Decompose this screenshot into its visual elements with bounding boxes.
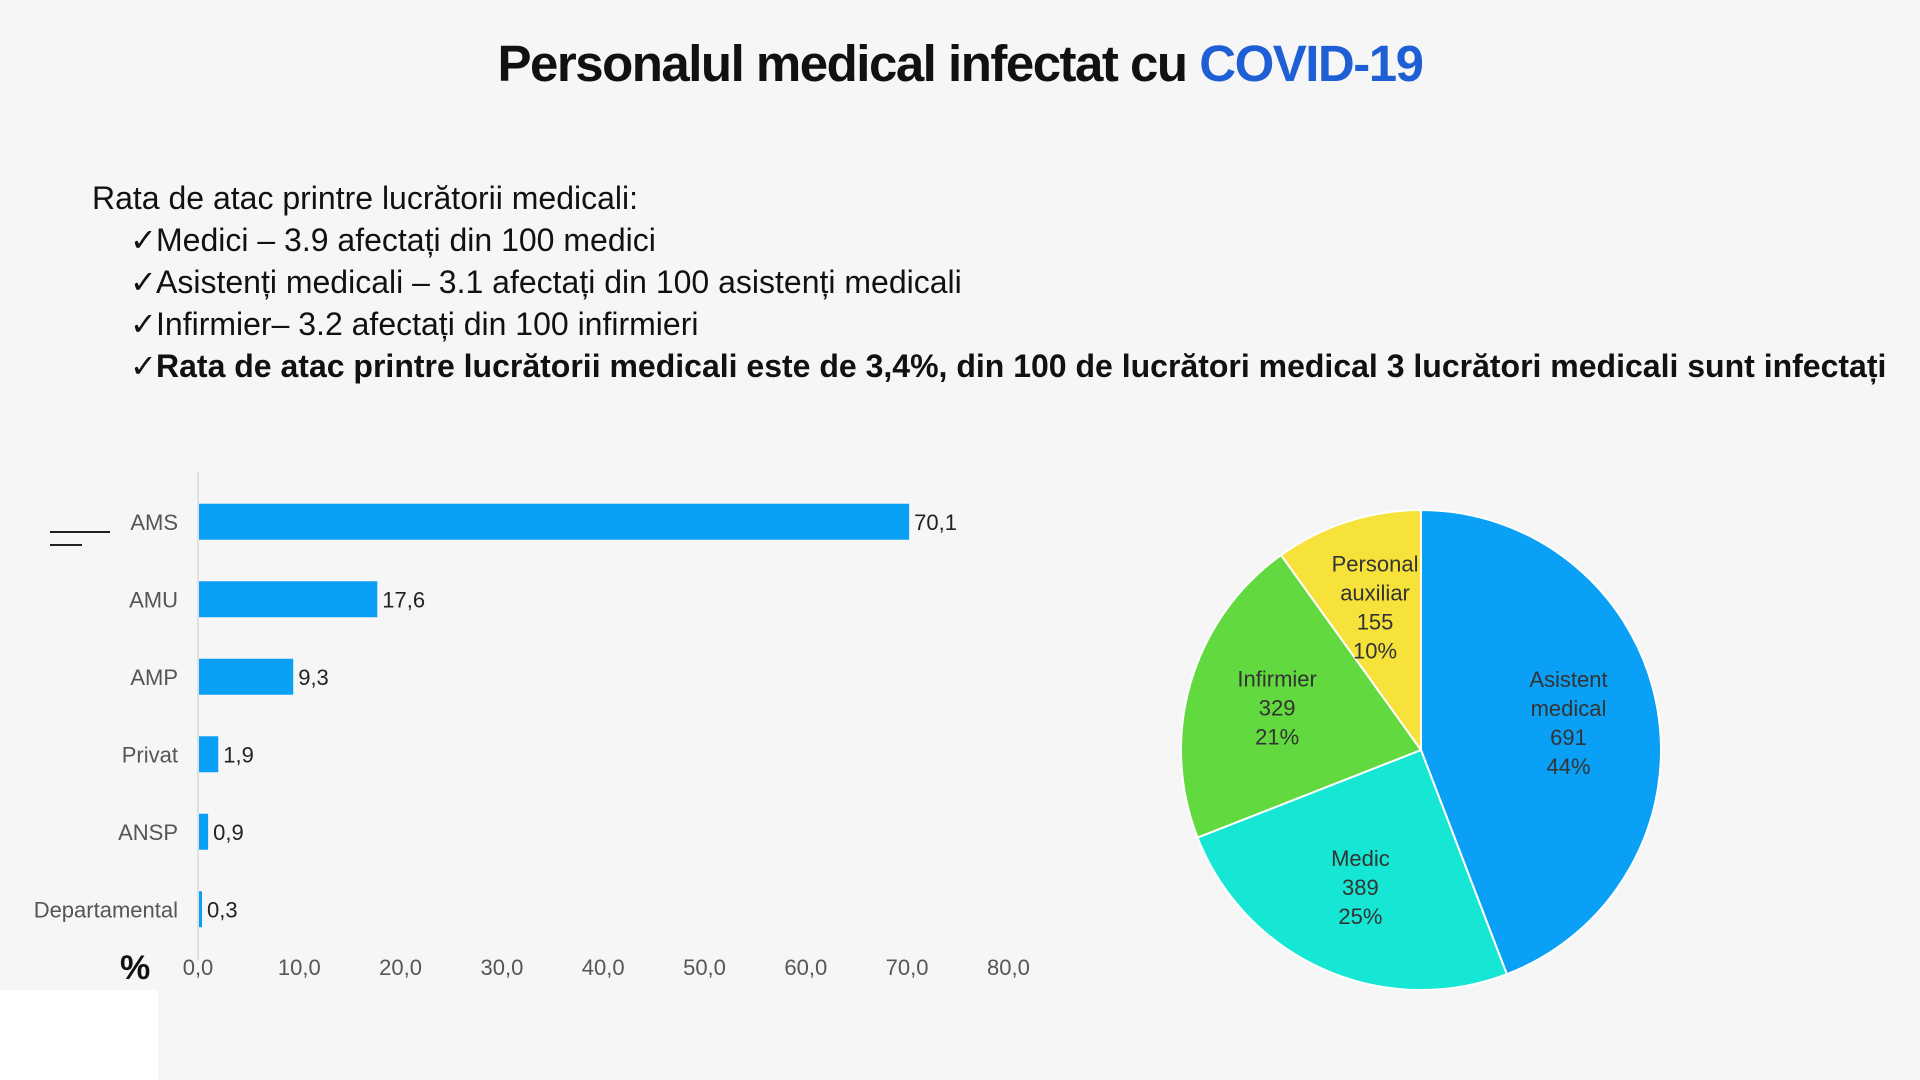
value-label-departamental: 0,3 <box>207 897 238 922</box>
pie-percent-asistent-medical: 44% <box>1546 754 1590 779</box>
pie-percent-medic: 25% <box>1338 904 1382 929</box>
pie-count-infirmier: 329 <box>1259 696 1296 721</box>
bar-amp <box>199 658 294 695</box>
value-label-amu: 17,6 <box>382 587 425 612</box>
pie-label-personal-auxiliar: auxiliar <box>1340 581 1410 606</box>
bar-departamental <box>199 891 203 928</box>
pie-slice-asistent-medical <box>1420 508 1662 976</box>
value-label-privat: 1,9 <box>223 742 254 767</box>
category-label-privat: Privat <box>122 742 178 767</box>
x-tick-label: 50,0 <box>683 955 726 980</box>
bullet-item-rata: ✓ Rata de atac printre lucrătorii medical… <box>130 345 1892 387</box>
bar-chart: AMS 70,1 AMU 17,6 AMP 9,3 Privat 1,9 ANSP 0,9 Depa… <box>34 472 1030 987</box>
x-tick-label: 20,0 <box>379 955 422 980</box>
pie-count-asistent-medical: 691 <box>1550 725 1587 750</box>
bullet-item-asistenti: ✓ Asistenți medicali – 3.1 afectați din 1… <box>130 261 1892 303</box>
x-tick-label: 0,0 <box>183 955 214 980</box>
bullet-text: Asistenți medicali – 3.1 afectați din 10… <box>156 264 962 300</box>
pie-slice-medic <box>1196 748 1509 991</box>
page-title: Personalul medical infectat cu COVID-19 <box>0 34 1920 93</box>
pie-count-medic: 389 <box>1342 875 1379 900</box>
pie-count-personal-auxiliar: 155 <box>1357 610 1394 635</box>
check-icon: ✓ <box>130 222 157 258</box>
bullet-item-medici: ✓ Medici – 3.9 afectați din 100 medici <box>130 219 1892 261</box>
bullet-list: Rata de atac printre lucrătorii medicali… <box>92 177 1892 387</box>
bar-amu <box>199 581 378 618</box>
category-label-amp: AMP <box>130 665 178 690</box>
title-accent: COVID-19 <box>1199 35 1424 92</box>
bullet-item-infirmier: ✓ Infirmier– 3.2 afectați din 100 infirmi… <box>130 303 1892 345</box>
pie-label-personal-auxiliar: Personal <box>1332 552 1419 577</box>
pie-percent-infirmier: 21% <box>1255 725 1299 750</box>
check-icon: ✓ <box>130 306 157 342</box>
x-tick-label: 80,0 <box>987 955 1030 980</box>
pie-slice-personal-auxiliar <box>1279 508 1422 754</box>
unit-label: % <box>120 949 150 987</box>
x-tick-label: 60,0 <box>784 955 827 980</box>
x-tick-label: 30,0 <box>480 955 523 980</box>
pie-percent-personal-auxiliar: 10% <box>1353 639 1397 664</box>
bullet-text: Rata de atac printre lucrătorii medicali… <box>156 348 1887 384</box>
value-label-ansp: 0,9 <box>213 820 244 845</box>
check-icon: ✓ <box>130 264 157 300</box>
pie-label-asistent-medical: Asistent <box>1529 667 1607 692</box>
bar-privat <box>199 736 219 773</box>
x-tick-label: 70,0 <box>886 955 929 980</box>
blank-panel <box>0 990 158 1080</box>
bullet-text: Medici – 3.9 afectați din 100 medici <box>156 222 656 258</box>
bullet-text: Infirmier– 3.2 afectați din 100 infirmie… <box>156 306 699 342</box>
x-tick-label: 10,0 <box>278 955 321 980</box>
pie-slice-infirmier <box>1180 553 1423 839</box>
check-icon: ✓ <box>130 348 157 384</box>
title-main: Personalul medical infectat cu <box>497 35 1189 92</box>
category-label-amu: AMU <box>129 587 178 612</box>
pie-label-asistent-medical: medical <box>1531 696 1607 721</box>
category-label-ams: AMS <box>130 510 178 535</box>
pie-label-medic: Medic <box>1331 846 1390 871</box>
pie-chart: Asistent medical 691 44% Medic 389 25% Infirmie… <box>1180 508 1662 991</box>
category-label-ansp: ANSP <box>118 820 178 845</box>
bar-ansp <box>199 813 209 850</box>
value-label-ams: 70,1 <box>914 510 957 535</box>
bullet-intro: Rata de atac printre lucrătorii medicali… <box>92 180 639 216</box>
decor-line-bottom <box>50 544 82 546</box>
bullet-items: ✓ Medici – 3.9 afectați din 100 medici ✓ A… <box>92 219 1892 387</box>
bar-ams <box>199 503 910 540</box>
category-label-departamental: Departamental <box>34 897 178 922</box>
decor-line-top <box>50 531 110 533</box>
value-label-amp: 9,3 <box>298 665 329 690</box>
x-tick-label: 40,0 <box>582 955 625 980</box>
pie-label-infirmier: Infirmier <box>1237 667 1316 692</box>
